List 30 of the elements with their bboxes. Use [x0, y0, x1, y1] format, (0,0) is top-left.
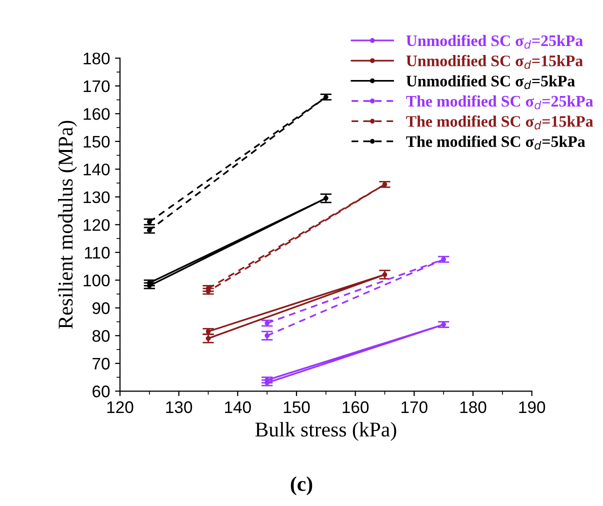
legend-label: Unmodified SC σ$_{d}$=15kPa [406, 54, 583, 69]
y-tick-label: 100 [84, 274, 110, 286]
y-tick-label: 70 [92, 358, 110, 370]
y-tick-label: 60 [92, 386, 110, 398]
x-tick-label: 140 [225, 401, 251, 414]
y-tick-label: 120 [84, 219, 110, 231]
legend-label: Unmodified SC σ$_{d}$=25kPa [406, 34, 583, 49]
x-tick-label: 190 [519, 401, 546, 414]
legend-label: The modified SC σ$_{d}$=15kPa [406, 115, 594, 130]
y-tick-label: 160 [84, 108, 110, 120]
x-tick-label: 120 [107, 401, 134, 414]
legend-label: The modified SC σ$_{d}$=25kPa [406, 95, 594, 110]
y-tick-label: 80 [92, 330, 110, 342]
y-tick-label: 130 [84, 191, 110, 204]
y-tick-label: 90 [92, 302, 110, 314]
text: (c) [290, 476, 312, 496]
y-tick-label: 170 [84, 80, 110, 92]
x-tick-label: 130 [166, 401, 192, 414]
x-tick-label: 150 [284, 401, 310, 414]
y-tick-label: 110 [84, 246, 110, 259]
y-tick-label: 140 [84, 164, 110, 176]
legend-label: Unmodified SC σ$_{d}$=5kPa [406, 75, 575, 90]
x-tick-label: 160 [342, 401, 369, 414]
y-tick-label: 180 [84, 52, 110, 64]
x-tick-label: 170 [402, 401, 428, 414]
x-axis-title: Bulk stress (kPa) [255, 422, 396, 441]
y-tick-label: 150 [84, 136, 110, 148]
legend-label: The modified SC σ$_{d}$=5kPa [406, 136, 586, 150]
y-axis-title: Resilient modulus (MPa) [58, 120, 77, 329]
x-tick-label: 180 [460, 401, 486, 414]
